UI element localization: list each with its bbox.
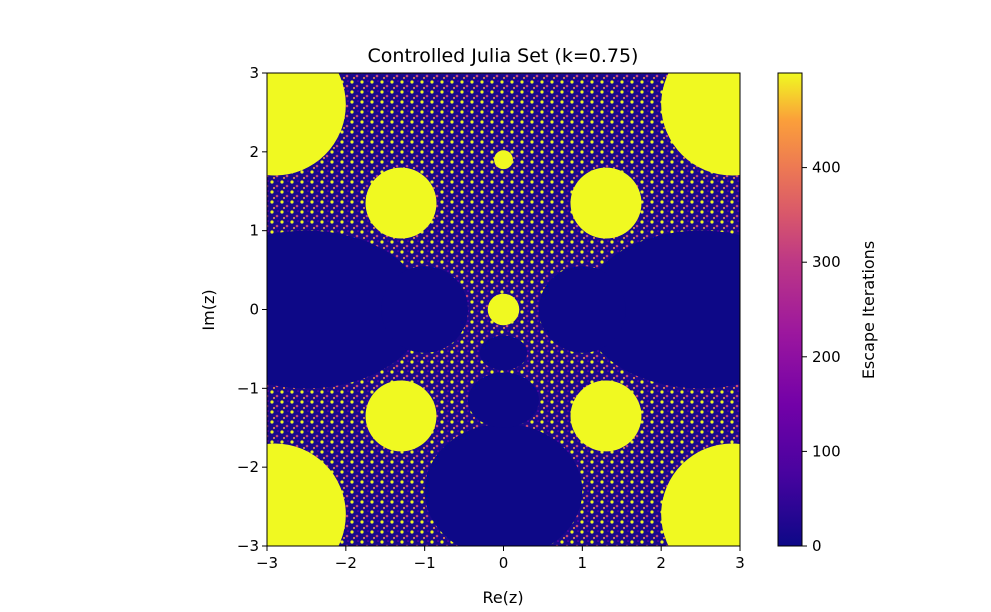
interior-region-2 [381,266,469,353]
y-tick-label: 2 [249,143,259,161]
x-tick-label: 3 [735,554,745,572]
y-tick-label: −3 [237,537,259,555]
y-tick-label: 3 [249,64,259,82]
x-tick-label: −3 [256,554,278,572]
colorbar-tick-label: 200 [812,348,841,366]
colorbar-label: Escape Iterations [859,241,878,379]
escape-region-0 [267,73,346,176]
escape-region-6 [365,380,437,452]
x-axis: −3 −2 −1 0 1 2 3 [256,546,745,572]
escape-region-9 [494,150,513,170]
x-axis-label: Re(z) [482,588,523,607]
x-tick-label: −1 [414,554,436,572]
colorbar-tick-label: 0 [812,537,822,555]
interior-region-0 [267,230,425,389]
y-tick-label: −1 [237,379,259,397]
interior-region-1 [582,230,740,389]
escape-region-8 [487,293,520,326]
escape-region-3 [661,443,740,546]
colorbar [777,72,803,547]
y-axis: −3 −2 −1 0 1 2 3 [237,64,267,555]
escape-regions [267,73,740,546]
chart-title: Controlled Julia Set (k=0.75) [368,45,639,67]
interior-regions [267,230,740,546]
escape-region-5 [570,167,642,239]
x-tick-label: −2 [335,554,357,572]
escape-region-7 [570,380,642,452]
y-tick-label: 1 [249,222,259,240]
interior-region-6 [479,335,528,371]
interior-region-5 [468,372,539,428]
escape-region-1 [661,73,740,176]
colorbar-tick-label: 100 [812,442,841,460]
y-axis-label: Im(z) [199,289,218,330]
plot-area [267,73,740,546]
colorbar-tick-label: 300 [812,253,841,271]
colorbar-ticks: 0 100 200 300 400 [802,159,841,555]
interior-region-4 [424,423,583,546]
escape-region-4 [365,167,437,239]
colorbar-tick-label: 400 [812,159,841,177]
x-tick-label: 1 [578,554,588,572]
interior-region-3 [538,266,626,353]
x-tick-label: 2 [656,554,666,572]
y-tick-label: 0 [249,301,259,319]
x-tick-label: 0 [499,554,509,572]
escape-region-2 [267,443,346,546]
y-tick-label: −2 [237,458,259,476]
